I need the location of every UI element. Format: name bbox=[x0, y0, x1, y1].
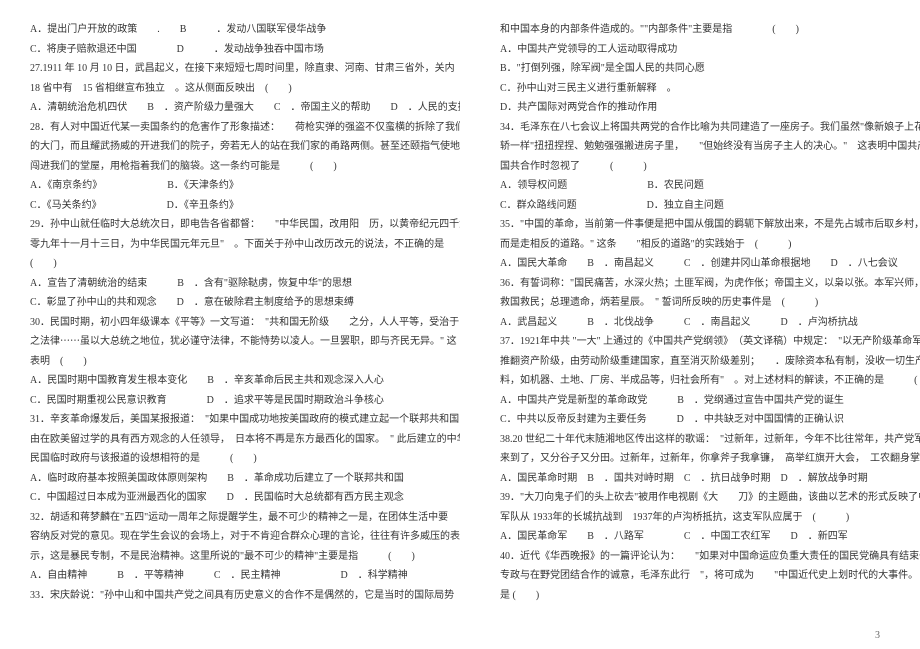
text-line: A．领导权问题 B．农民问题 bbox=[500, 176, 920, 196]
text-line: ( ) bbox=[30, 254, 460, 274]
text-line: 34．毛泽东在八七会议上将国共两党的合作比喻为共同建造了一座房子。我们虽然"像新… bbox=[500, 118, 920, 138]
text-line: 36．有誓词称："国民痛苦，水深火热；土匪军阀，为虎作伥；帝国主义，以枭以张。本… bbox=[500, 274, 920, 294]
text-line: A．临时政府基本按照美国政体原则架构 B ．革命成功后建立了一个联邦共和国 bbox=[30, 469, 460, 489]
text-line: 27.1911 年 10 月 10 日，武昌起义，在接下来短短七周时间里，除直隶… bbox=[30, 59, 460, 79]
text-line: 39．"大刀向鬼子们的头上砍去"被用作电视剧《大 刀》的主题曲，该曲以艺术的形式… bbox=[500, 488, 920, 508]
text-line: C．彰显了孙中山的共和观念 D ．意在破除君主制度给予的思想束缚 bbox=[30, 293, 460, 313]
text-line: 容纳反对党的意见。现在学生会议的会场上，对于不肯迎合群众心理的言论，往往有许多威… bbox=[30, 527, 460, 547]
text-line: 救国救民；总理遗命，炳若星辰。 " 誓词所反映的历史事件是 ( ) bbox=[500, 293, 920, 313]
text-line: A．《南京条约》 B．《天津条约》 bbox=[30, 176, 460, 196]
text-line: 是 ( ) bbox=[500, 586, 920, 606]
left-column: A．提出门户开放的政策 . B ．发动八国联军侵华战争C．将庚子赔款退还中国 D… bbox=[30, 20, 460, 620]
text-line: C．群众路线问题 D．独立自主问题 bbox=[500, 196, 920, 216]
text-line: 32．胡适和蒋梦麟在"五四"运动一周年之际提醒学生，最不可少的精神之一是，在团体… bbox=[30, 508, 460, 528]
text-line: 民国临时政府与该报道的设想相符的是 ( ) bbox=[30, 449, 460, 469]
text-line: 国共合作时忽视了 ( ) bbox=[500, 157, 920, 177]
text-line: 军队从 1933年的长城抗战到 1937年的卢沟桥抵抗，这支军队应属于 ( ) bbox=[500, 508, 920, 528]
text-line: A．国民革命时期 B ．国共对峙时期 C ．抗日战争时期 D ．解放战争时期 bbox=[500, 469, 920, 489]
text-line: D．共产国际对两党合作的推动作用 bbox=[500, 98, 920, 118]
text-line: A．自由精神 B ．平等精神 C ．民主精神 D ．科学精神 bbox=[30, 566, 460, 586]
text-line: 之法律⋯⋯虽以大总统之地位，犹必谨守法律，不能恃势以凌人。一旦罢职，即与齐民无异… bbox=[30, 332, 460, 352]
text-line: 30．民国时期，初小四年级课本《平等》一文写道： "共和国无阶级 之分，人人平等… bbox=[30, 313, 460, 333]
text-line: 29．孙中山就任临时大总统次日，即电告各省都督： "中华民国，改用阳 历，以黄帝… bbox=[30, 215, 460, 235]
text-line: A．民国时期中国教育发生根本变化 B ．辛亥革命后民主共和观念深入人心 bbox=[30, 371, 460, 391]
text-line: 28．有人对中国近代某一卖国条约的危害作了形象描述： 荷枪实弹的强盗不仅蛮横的拆… bbox=[30, 118, 460, 138]
text-line: C．《马关条约》 D．《辛丑条约》 bbox=[30, 196, 460, 216]
text-line: 专政与在野党团结合作的诚意，毛泽东此行 "，将可成为 "中国近代史上划时代的大事… bbox=[500, 566, 920, 586]
text-line: 33．宋庆龄说："孙中山和中国共产党之间具有历史意义的合作不是偶然的，它是当时的… bbox=[30, 586, 460, 606]
text-line: A．提出门户开放的政策 . B ．发动八国联军侵华战争 bbox=[30, 20, 460, 40]
text-line: 和中国本身的内部条件造成的。""内部条件"主要是指 ( ) bbox=[500, 20, 920, 40]
text-line: 零九年十一月十三日，为中华民国元年元旦" 。下面关于孙中山改历改元的说法，不正确… bbox=[30, 235, 460, 255]
text-line: C．民国时期重视公民意识教育 D ．追求平等是民国时期政治斗争核心 bbox=[30, 391, 460, 411]
text-line: 由在欧美留过学的具有西方观念的人任领导， 日本将不再是东方最西化的国家。 " 此… bbox=[30, 430, 460, 450]
text-line: 31．辛亥革命爆发后，美国某报报道： "如果中国成功地按美国政府的模式建立起一个… bbox=[30, 410, 460, 430]
text-line: B．"打倒列强，除军阀"是全国人民的共同心愿 bbox=[500, 59, 920, 79]
text-line: A．国民大革命 B ．南昌起义 C ．创建井冈山革命根据地 D ．八七会议 bbox=[500, 254, 920, 274]
text-line: 40．近代《华西晚报》的一篇评论认为： "如果对中国命运应负重大责任的国民党确具… bbox=[500, 547, 920, 567]
text-line: 18 省中有 15 省相继宣布独立 。这从侧面反映出 ( ) bbox=[30, 79, 460, 99]
text-line: 轿一样"扭扭捏捏、勉勉强强搬进房子里， "但始终没有当房子主人的决心。" 这表明… bbox=[500, 137, 920, 157]
text-line: 的大门，而且耀武扬威的开进我们的院子，旁若无人的站在我们家的甬路两侧。甚至还颐指… bbox=[30, 137, 460, 157]
text-line: C．孙中山对三民主义进行重新解释 。 bbox=[500, 79, 920, 99]
right-column: 和中国本身的内部条件造成的。""内部条件"主要是指 ( )A．中国共产党领导的工… bbox=[500, 20, 920, 620]
text-line: 表明 ( ) bbox=[30, 352, 460, 372]
text-line: 闯进我们的堂屋，用枪指着我们的脑袋。这一条约可能是 ( ) bbox=[30, 157, 460, 177]
text-line: 而是走相反的道路。" 这条 "相反的道路"的实践始于 ( ) bbox=[500, 235, 920, 255]
text-line: 示，这是暴民专制，不是民治精神。这里所说的"最不可少的精神"主要是指 ( ) bbox=[30, 547, 460, 567]
text-line: A．国民革命军 B ．八路军 C ．中国工农红军 D ．新四军 bbox=[500, 527, 920, 547]
text-line: C．将庚子赔款退还中国 D ．发动战争独吞中国市场 bbox=[30, 40, 460, 60]
text-line: A．中国共产党领导的工人运动取得成功 bbox=[500, 40, 920, 60]
text-line: 35．"中国的革命，当前第一件事便是把中国从俄国的羁轭下解放出来，不是先占城市后… bbox=[500, 215, 920, 235]
text-line: 38.20 世纪二十年代末随湘地区传出这样的歌谣： "过新年，过新年，今年不比往… bbox=[500, 430, 920, 450]
page-number: 3 bbox=[875, 630, 880, 641]
text-line: 料，如机器、土地、厂房、半成品等，归社会所有" 。对上述材料的解读，不正确的是 … bbox=[500, 371, 920, 391]
text-line: A．宣告了清朝统治的结束 B ．含有"驱除鞑虏，恢复中华"的思想 bbox=[30, 274, 460, 294]
text-line: A．中国共产党是新型的革命政党 B ．党纲通过宣告中国共产党的诞生 bbox=[500, 391, 920, 411]
text-line: 来到了，又分谷子又分田。过新年，过新年，你拿斧子我拿镰， 高举红旗开大会， 工农… bbox=[500, 449, 920, 469]
text-line: 37．1921年中共 "一大" 上通过的《中国共产党纲领》 （英文译稿）中规定：… bbox=[500, 332, 920, 352]
text-line: C．中国超过日本成为亚洲最西化的国家 D ．民国临时大总统都有西方民主观念 bbox=[30, 488, 460, 508]
text-line: C．中共以反帝反封建为主要任务 D ．中共缺乏对中国国情的正确认识 bbox=[500, 410, 920, 430]
text-line: A．武昌起义 B ．北伐战争 C ．南昌起义 D ．卢沟桥抗战 bbox=[500, 313, 920, 333]
text-line: 推翻资产阶级，由劳动阶级重建国家，直至消灭阶级差别； ．废除资本私有制，没收一切… bbox=[500, 352, 920, 372]
text-line: A．清朝统治危机四伏 B ．资产阶级力量强大 C ．帝国主义的帮助 D ．人民的… bbox=[30, 98, 460, 118]
